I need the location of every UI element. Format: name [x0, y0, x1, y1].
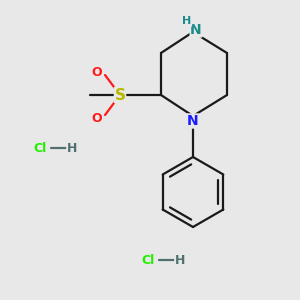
Text: Cl: Cl [33, 142, 46, 154]
Text: H: H [182, 16, 192, 26]
Text: Cl: Cl [141, 254, 154, 266]
Text: H: H [175, 254, 185, 266]
Text: O: O [92, 112, 102, 124]
Text: H: H [67, 142, 77, 154]
Text: N: N [187, 114, 199, 128]
Text: N: N [190, 23, 202, 37]
Text: O: O [92, 65, 102, 79]
Text: S: S [115, 88, 125, 103]
